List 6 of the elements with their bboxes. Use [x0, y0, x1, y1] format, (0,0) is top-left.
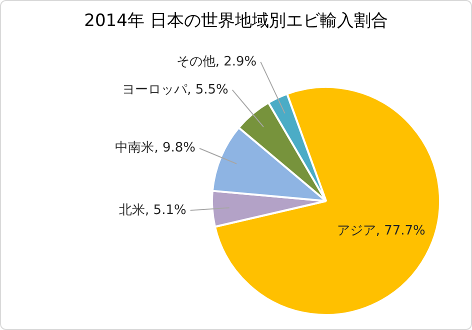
slice-label: ヨーロッパ, 5.5%	[122, 82, 228, 98]
slice-label: その他, 2.9%	[176, 54, 257, 70]
chart-title: 2014年 日本の世界地域別エビ輸入割合	[83, 10, 389, 33]
slice-label: アジア, 77.7%	[336, 223, 426, 238]
slice-label: 北米, 5.1%	[119, 202, 186, 218]
slice-label: 中南米, 9.8%	[115, 140, 196, 156]
